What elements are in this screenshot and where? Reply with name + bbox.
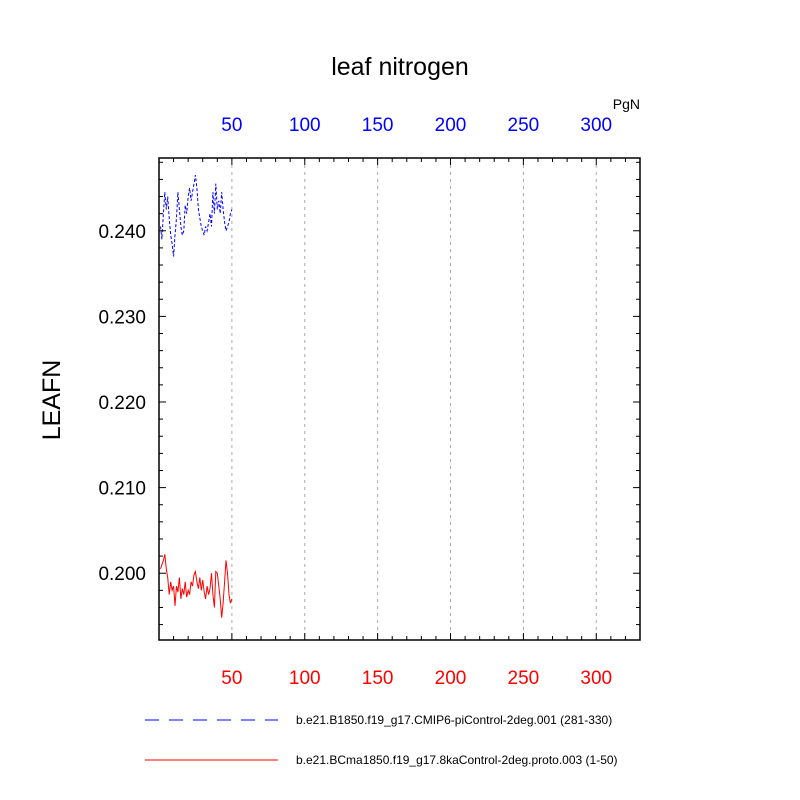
x-bottom-tick-label: 300 <box>580 668 612 689</box>
x-bottom-tick-label: 200 <box>435 668 467 689</box>
y-tick-label: 0.200 <box>98 564 146 585</box>
x-top-tick-label: 150 <box>362 115 394 136</box>
x-bottom-tick-label: 250 <box>508 668 540 689</box>
legend-label-0: b.e21.B1850.f19_g17.CMIP6-piControl-2deg… <box>296 713 612 727</box>
x-top-tick-label: 100 <box>289 115 321 136</box>
y-tick-label: 0.220 <box>98 393 146 414</box>
x-top-tick-label: 50 <box>221 115 242 136</box>
units-label: PgN <box>613 96 640 112</box>
plot-frame <box>158 157 641 641</box>
x-bottom-tick-label: 150 <box>362 668 394 689</box>
grid-lines <box>231 158 597 640</box>
legend-label-1: b.e21.BCma1850.f19_g17.8kaControl-2deg.p… <box>296 753 618 767</box>
x-top-tick-label: 250 <box>508 115 540 136</box>
series-line-0 <box>160 175 233 257</box>
chart-title: leaf nitrogen <box>331 53 469 81</box>
x-bottom-tick-label: 50 <box>221 668 242 689</box>
x-top-tick-label: 300 <box>580 115 612 136</box>
legend: b.e21.B1850.f19_g17.CMIP6-piControl-2deg… <box>145 713 618 767</box>
series-layer <box>160 175 233 618</box>
series-line-1 <box>160 554 233 618</box>
axes: 50 100 150 200 250 300 50 100 150 200 250 300 0.200 0… <box>98 115 641 689</box>
y-tick-label: 0.230 <box>98 307 146 328</box>
x-top-tick-label: 200 <box>435 115 467 136</box>
x-bottom-tick-label: 100 <box>289 668 321 689</box>
y-tick-label: 0.240 <box>98 222 146 243</box>
y-tick-label: 0.210 <box>98 479 146 500</box>
y-axis-label: LEAFN <box>38 360 66 441</box>
